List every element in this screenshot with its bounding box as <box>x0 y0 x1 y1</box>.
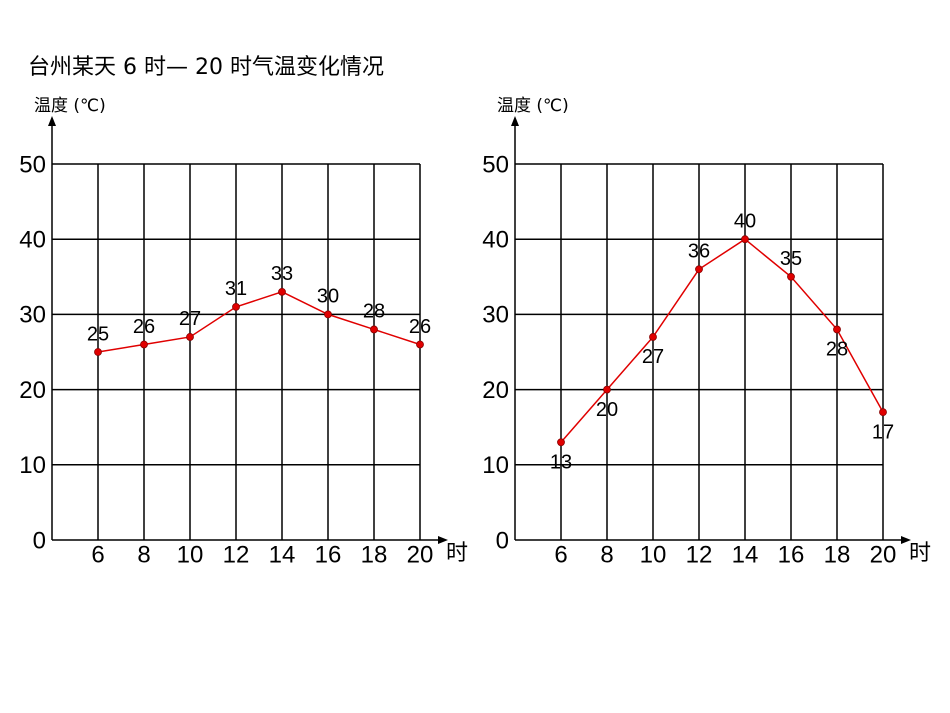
data-label: 26 <box>133 316 155 338</box>
line <box>560 238 884 443</box>
x-tick-label: 18 <box>824 541 851 568</box>
y-tick-label: 0 <box>33 527 46 554</box>
point <box>94 348 102 356</box>
data-label: 35 <box>780 248 802 270</box>
data-label: 28 <box>826 339 848 361</box>
x-axis-arrow <box>438 536 448 544</box>
data-label: 40 <box>734 210 756 232</box>
data-label: 28 <box>363 301 385 323</box>
x-tick-label: 14 <box>269 541 296 568</box>
y-axis-label: 温度 (℃) <box>34 96 106 116</box>
data-label: 17 <box>872 421 894 443</box>
y-tick-label: 30 <box>482 302 509 329</box>
page-title: 台州某天 6 时— 20 时气温变化情况 <box>28 55 384 80</box>
point <box>324 310 332 319</box>
y-tick-label: 40 <box>19 227 46 254</box>
y-tick-label: 50 <box>19 151 46 178</box>
data-label: 26 <box>409 316 431 338</box>
point <box>232 302 240 311</box>
x-tick-label: 20 <box>407 541 434 568</box>
x-tick-label: 14 <box>732 541 759 568</box>
point <box>370 325 378 334</box>
x-tick-label: 20 <box>870 541 897 568</box>
data-label: 27 <box>179 308 201 330</box>
x-tick-label: 10 <box>640 541 667 568</box>
data-label: 25 <box>87 323 109 345</box>
data-label: 27 <box>642 346 664 368</box>
y-tick-label: 20 <box>19 377 46 404</box>
point <box>416 340 424 349</box>
x-tick-label: 6 <box>554 541 567 568</box>
point <box>557 438 565 447</box>
point <box>833 325 841 334</box>
y-tick-label: 50 <box>482 151 509 178</box>
data-label: 20 <box>596 399 618 421</box>
data-label: 36 <box>688 241 710 263</box>
point <box>695 265 703 274</box>
x-tick-label: 8 <box>600 541 613 568</box>
data-label: 31 <box>225 278 247 300</box>
x-tick-label: 8 <box>137 541 150 568</box>
point <box>186 333 194 341</box>
x-tick-label: 10 <box>177 541 204 568</box>
y-tick-label: 40 <box>482 227 509 254</box>
x-axis-label: 时 <box>446 541 468 566</box>
y-tick-label: 30 <box>19 302 46 329</box>
point <box>879 408 887 417</box>
point <box>278 287 286 296</box>
x-tick-label: 16 <box>778 541 805 568</box>
y-tick-label: 10 <box>19 452 46 479</box>
x-tick-label: 6 <box>91 541 104 568</box>
y-axis-label: 温度 (℃) <box>497 96 569 116</box>
x-tick-label: 18 <box>361 541 388 568</box>
x-tick-label: 16 <box>315 541 342 568</box>
line <box>97 291 421 353</box>
point <box>603 385 611 394</box>
data-label: 33 <box>271 263 293 285</box>
point <box>741 235 749 244</box>
y-tick-label: 0 <box>496 527 509 554</box>
x-axis-label: 时 <box>909 541 931 566</box>
point <box>649 333 657 341</box>
point <box>787 272 795 281</box>
x-tick-label: 12 <box>223 541 250 568</box>
point <box>140 340 148 349</box>
data-label: 30 <box>317 286 339 308</box>
y-axis-arrow <box>511 116 519 126</box>
y-axis-arrow <box>48 116 56 126</box>
y-tick-label: 10 <box>482 452 509 479</box>
x-tick-label: 12 <box>686 541 713 568</box>
y-tick-label: 20 <box>482 377 509 404</box>
data-label: 13 <box>550 452 572 474</box>
x-axis-arrow <box>901 536 911 544</box>
